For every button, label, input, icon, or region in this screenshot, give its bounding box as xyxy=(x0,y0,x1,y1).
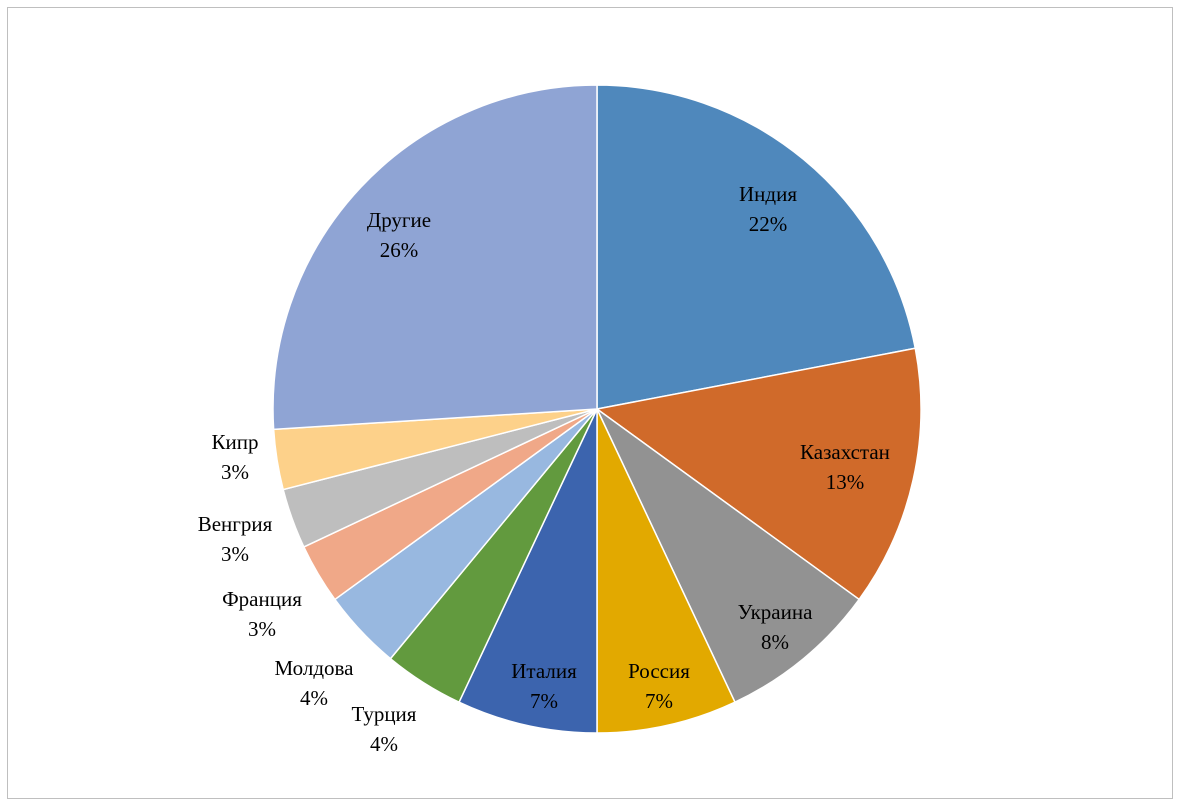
slice-label-name: Казахстан xyxy=(800,440,890,464)
slice-label-name: Турция xyxy=(352,702,417,726)
slice-label-name: Другие xyxy=(367,208,431,232)
slice-label-name: Италия xyxy=(511,659,577,683)
slice-label-name: Индия xyxy=(739,182,797,206)
pie-slice-5 xyxy=(458,408,598,734)
pie-slice-4 xyxy=(596,408,736,734)
pie-slice-2 xyxy=(595,347,922,601)
slice-label-percent: 4% xyxy=(300,686,328,710)
pie-slice-11 xyxy=(272,84,598,431)
slice-label-percent: 3% xyxy=(248,617,276,641)
slice-label-percent: 22% xyxy=(749,212,788,236)
slice-label-name: Кипр xyxy=(212,430,259,454)
slice-label-percent: 3% xyxy=(221,542,249,566)
slice-label-percent: 7% xyxy=(645,689,673,713)
slice-label-percent: 7% xyxy=(530,689,558,713)
slice-label-percent: 8% xyxy=(761,630,789,654)
pie-slice-3 xyxy=(596,408,861,704)
slice-label-name: Франция xyxy=(222,587,302,611)
slice-label-name: Россия xyxy=(628,659,690,683)
pie-labels: Индия 22% Казахстан 13% Украина 8% Россия 7% Ита… xyxy=(198,182,890,756)
pie-slices xyxy=(272,84,922,734)
slice-label-name: Венгрия xyxy=(198,512,273,536)
slice-label-name: Молдова xyxy=(275,656,355,680)
slice-label-percent: 4% xyxy=(370,732,398,756)
slice-label-percent: 26% xyxy=(380,238,419,262)
slice-label-percent: 3% xyxy=(221,460,249,484)
slice-label-percent: 13% xyxy=(826,470,865,494)
pie-slice-1 xyxy=(596,84,917,410)
slice-label-name: Украина xyxy=(738,600,814,624)
